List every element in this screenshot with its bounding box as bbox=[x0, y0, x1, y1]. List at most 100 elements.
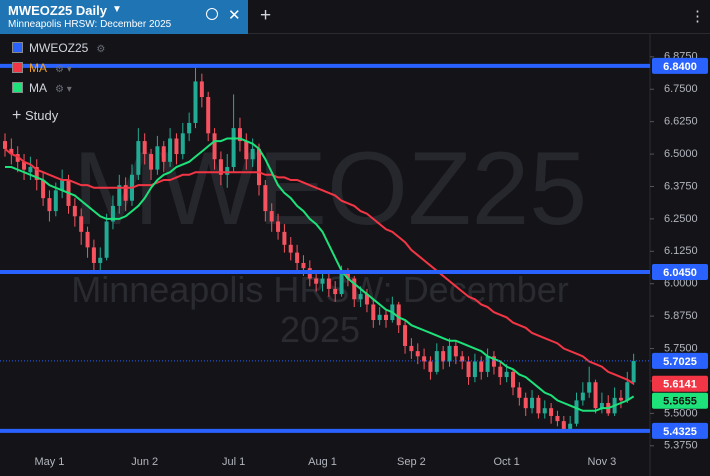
candle-body bbox=[555, 415, 560, 422]
dropdown-arrow[interactable]: ▼ bbox=[112, 4, 122, 15]
candle-body bbox=[218, 159, 223, 175]
candle-body bbox=[250, 148, 255, 160]
candle-body bbox=[263, 185, 268, 212]
x-tick-label: Jun 2 bbox=[131, 456, 158, 468]
close-icon[interactable]: ✕ bbox=[228, 7, 241, 24]
watermark-name: Minneapolis HRSW: December 2025 bbox=[71, 269, 569, 350]
candle-body bbox=[257, 148, 261, 186]
status-icon[interactable] bbox=[206, 8, 218, 20]
y-tick-label: 6.1250 bbox=[664, 245, 698, 257]
candle-body bbox=[53, 190, 58, 212]
legend-swatch bbox=[12, 82, 23, 93]
candle-body bbox=[479, 361, 484, 372]
legend-label[interactable]: MWEOZ25 bbox=[29, 41, 89, 55]
x-tick-label: Aug 1 bbox=[308, 456, 337, 468]
candle-body bbox=[47, 198, 52, 212]
study-label[interactable]: Study bbox=[24, 108, 59, 123]
y-tick-label: 5.5000 bbox=[664, 407, 698, 419]
candle-body bbox=[574, 400, 579, 424]
candle-body bbox=[72, 205, 77, 217]
candle-body bbox=[625, 382, 630, 401]
y-tick-label: 5.7500 bbox=[664, 342, 698, 354]
candle-body bbox=[104, 221, 109, 258]
legend-settings-icon[interactable]: ⚙ bbox=[96, 44, 106, 55]
candle-body bbox=[339, 273, 344, 295]
value-badge bbox=[652, 352, 708, 369]
candle-body bbox=[326, 278, 331, 289]
candle-body bbox=[180, 133, 185, 155]
symbol-tab[interactable]: MWEOZ25 Daily ▼ Minneapolis HRSW: Decemb… bbox=[0, 0, 248, 34]
legend-label[interactable]: MA bbox=[29, 61, 47, 75]
candle-body bbox=[364, 294, 369, 305]
candle-body bbox=[517, 387, 522, 398]
add-tab-icon[interactable]: + bbox=[260, 5, 272, 26]
candle-body bbox=[580, 392, 585, 401]
symbol-title[interactable]: MWEOZ25 Daily bbox=[8, 3, 107, 18]
candle-body bbox=[41, 179, 46, 199]
y-tick-label: 5.3750 bbox=[664, 440, 698, 452]
legend-label[interactable]: MA bbox=[29, 81, 47, 95]
value-badge-label: 5.6141 bbox=[663, 379, 697, 391]
y-tick-label: 6.0000 bbox=[664, 278, 698, 290]
candle-body bbox=[460, 356, 465, 362]
candle-body bbox=[561, 421, 566, 429]
legend-settings-icon[interactable]: ⚙ ▾ bbox=[55, 84, 72, 95]
candle-body bbox=[549, 408, 554, 416]
candle-body bbox=[79, 216, 84, 232]
candle-body bbox=[117, 185, 122, 206]
legend-item[interactable]: MA ⚙ ▾ bbox=[12, 61, 72, 75]
candle-body bbox=[155, 146, 160, 170]
candle-body bbox=[149, 154, 154, 170]
candle-body bbox=[498, 366, 503, 378]
candle-body bbox=[403, 325, 408, 346]
menu-icon[interactable]: ⋮ bbox=[690, 8, 705, 25]
candle-body bbox=[269, 211, 274, 222]
candle-body bbox=[110, 205, 115, 222]
x-tick-label: Jul 1 bbox=[222, 456, 245, 468]
candle-body bbox=[345, 273, 350, 279]
legend-item[interactable]: MA ⚙ ▾ bbox=[12, 81, 72, 95]
candle-body bbox=[142, 141, 147, 155]
header-bar: MWEOZ25 Daily ▼ Minneapolis HRSW: Decemb… bbox=[0, 0, 710, 34]
candle-body bbox=[237, 128, 242, 142]
candle-body bbox=[85, 231, 90, 248]
legend-item[interactable]: MWEOZ25 ⚙ bbox=[12, 41, 105, 55]
candle-body bbox=[34, 167, 39, 180]
candle-body bbox=[511, 371, 515, 388]
candle-body bbox=[212, 133, 217, 160]
candle-body bbox=[434, 351, 439, 372]
candle-body bbox=[593, 382, 598, 409]
add-study[interactable]: + Study bbox=[12, 107, 59, 124]
candle-body bbox=[174, 138, 179, 155]
candle-body bbox=[352, 278, 357, 300]
price-badge bbox=[652, 422, 708, 439]
candle-body bbox=[358, 294, 363, 300]
candle-body bbox=[333, 288, 338, 295]
y-tick-label: 6.6250 bbox=[664, 116, 698, 128]
candle-body bbox=[314, 278, 319, 284]
candle-body bbox=[206, 97, 211, 134]
candle-body bbox=[295, 252, 300, 263]
candle-body bbox=[231, 128, 236, 168]
y-tick-label: 6.2500 bbox=[664, 213, 698, 225]
x-tick-label: Nov 3 bbox=[588, 456, 617, 468]
y-tick-label: 6.7500 bbox=[664, 83, 698, 95]
x-tick-label: May 1 bbox=[34, 456, 64, 468]
legend-settings-icon[interactable]: ⚙ ▾ bbox=[55, 64, 72, 75]
candle-body bbox=[466, 361, 471, 378]
ma-line bbox=[4, 148, 635, 385]
x-tick-label: Sep 2 bbox=[397, 456, 426, 468]
candle-body bbox=[396, 304, 401, 326]
candle-body bbox=[15, 154, 20, 162]
candle-body bbox=[530, 397, 535, 409]
plot-area bbox=[3, 65, 636, 432]
candle-body bbox=[542, 408, 547, 414]
candle-body bbox=[371, 304, 376, 321]
candle-body bbox=[9, 148, 14, 155]
candle-body bbox=[168, 138, 173, 162]
value-badge-label: 5.7025 bbox=[663, 356, 697, 368]
candle-body bbox=[599, 402, 604, 409]
price-badge bbox=[652, 57, 708, 74]
candle-body bbox=[523, 397, 528, 409]
